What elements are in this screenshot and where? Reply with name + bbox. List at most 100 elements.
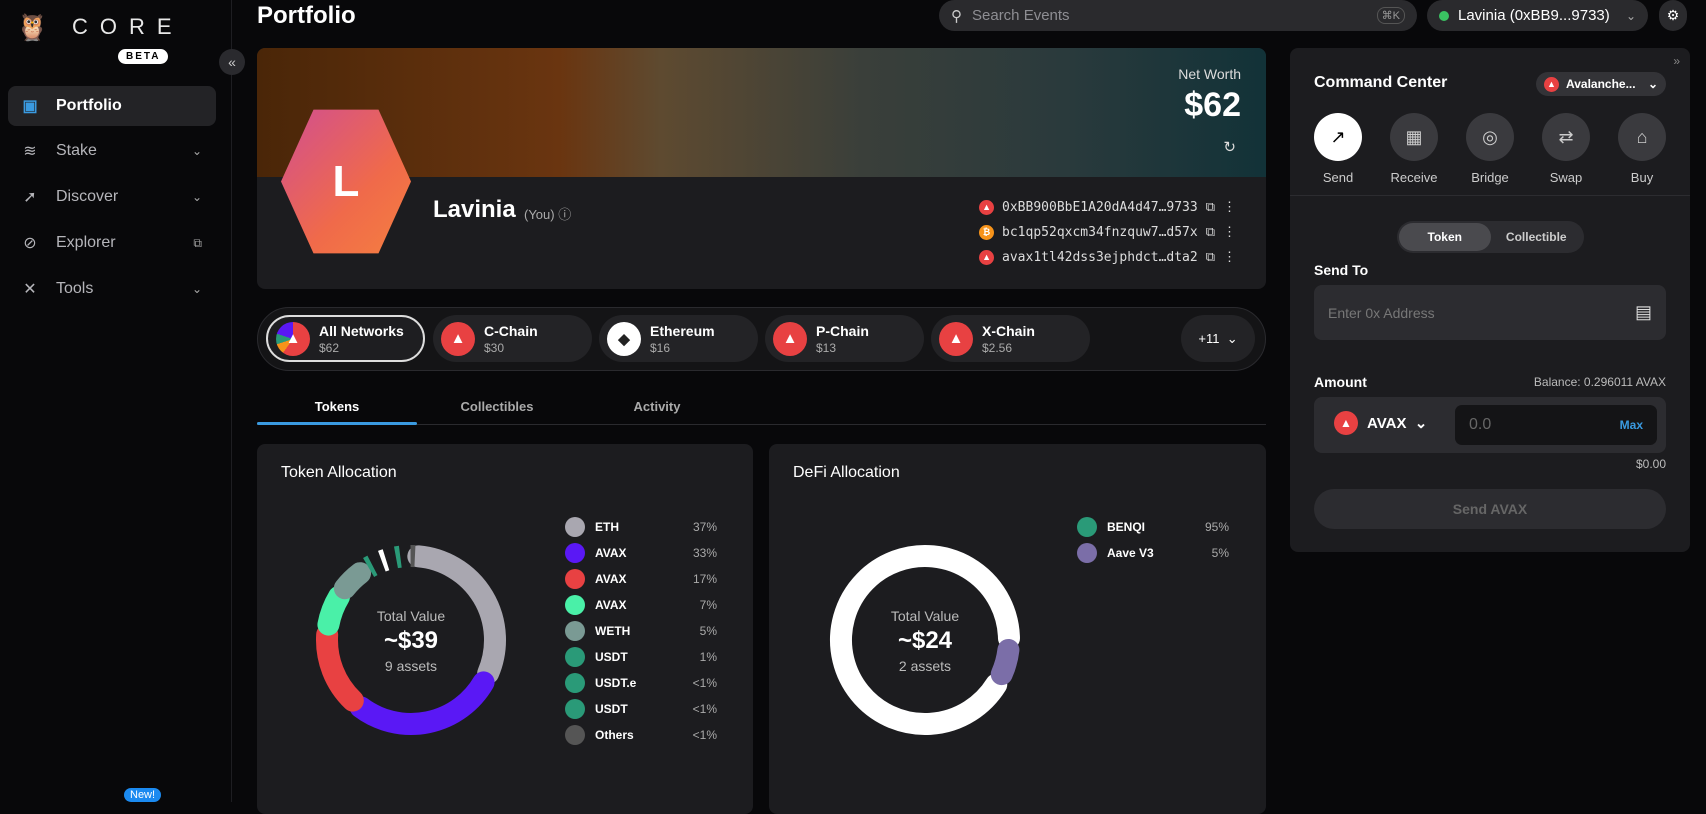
more-networks-button[interactable]: +11 ⌄ (1181, 315, 1255, 362)
token-icon (565, 543, 585, 563)
address-row: ▲avax1tl42dss3ejphdct…dta2⧉⋮ (979, 250, 1236, 265)
account-label: Lavinia (0xBB9...9733) (1458, 7, 1610, 24)
sidebar-item-tools[interactable]: ✕Tools⌄ (8, 269, 216, 309)
net-worth-label: Net Worth (1178, 66, 1241, 82)
legend-label: WETH (595, 624, 630, 638)
external-link-icon: ⧉ (193, 236, 202, 251)
amount-input[interactable]: 0.0 Max (1455, 405, 1657, 445)
tab-collectibles[interactable]: Collectibles (417, 399, 577, 414)
donut-segment-weth[interactable] (345, 573, 360, 588)
token-toggle[interactable]: Token (1399, 223, 1491, 251)
copy-icon[interactable]: ⧉ (1206, 250, 1215, 265)
chevron-down-icon: ⌄ (1415, 414, 1428, 432)
amount-placeholder: 0.0 (1469, 416, 1491, 434)
network-ethereum[interactable]: ◆Ethereum$16 (599, 315, 758, 362)
legend-percent: <1% (693, 728, 717, 742)
buy-action[interactable]: ⌂Buy (1612, 113, 1672, 185)
refresh-icon[interactable]: ↻ (1223, 138, 1236, 156)
chevron-down-icon: ⌄ (1648, 77, 1658, 91)
copy-icon[interactable]: ⧉ (1206, 200, 1215, 215)
sidebar-item-stake[interactable]: ≋Stake⌄ (8, 131, 216, 171)
tab-tokens[interactable]: Tokens (257, 399, 417, 414)
network-value: $16 (650, 341, 715, 355)
x-chain-icon: ▲ (939, 322, 973, 356)
legend-label: USDT (595, 702, 628, 716)
legend-item: USDT<1% (565, 696, 717, 722)
wallet-icon: ▣ (20, 96, 40, 116)
donut-segment-usdt[interactable] (396, 557, 400, 558)
search-input[interactable]: ⚲Search Events⌘K (939, 0, 1417, 31)
center-label: Total Value (331, 608, 491, 624)
account-selector[interactable]: Lavinia (0xBB9...9733)⌄ (1427, 0, 1648, 31)
sidebar-item-discover[interactable]: ➚Discover⌄ (8, 177, 216, 217)
receive-action[interactable]: ▦Receive (1384, 113, 1444, 185)
sidebar-item-portfolio[interactable]: ▣ Portfolio (8, 86, 216, 126)
send-button[interactable]: Send AVAX (1314, 489, 1666, 529)
qr-code-icon: ▦ (1390, 113, 1438, 161)
expand-panel-icon[interactable]: » (1673, 54, 1680, 68)
legend-percent: <1% (693, 676, 717, 690)
command-center-panel: » Command Center ▲Avalanche...⌄ ↗Send ▦R… (1290, 48, 1690, 552)
swap-icon: ⇄ (1542, 113, 1590, 161)
network-name: X-Chain (982, 323, 1035, 339)
more-icon[interactable]: ⋮ (1223, 200, 1236, 215)
network-dropdown[interactable]: ▲Avalanche...⌄ (1536, 72, 1666, 96)
sidebar: 🦉 CORE BETA ▣Portfolio ≋Stake⌄ ➚Discover… (0, 0, 232, 802)
network-all[interactable]: ▲All Networks$62 (266, 315, 425, 362)
action-label: Swap (1536, 170, 1596, 185)
donut-segment-avax[interactable] (361, 682, 484, 724)
network-x-chain[interactable]: ▲ X-Chain $2.56 (931, 315, 1090, 362)
address-book-icon[interactable]: ▤ (1635, 302, 1652, 323)
more-icon[interactable]: ⋮ (1223, 250, 1236, 265)
copy-icon[interactable]: ⧉ (1206, 225, 1215, 240)
send-action[interactable]: ↗Send (1308, 113, 1368, 185)
network-value: $2.56 (982, 341, 1035, 355)
network-c-chain[interactable]: ▲C-Chain$30 (433, 315, 592, 362)
token-selector[interactable]: ▲AVAX ⌄ (1334, 411, 1427, 435)
network-name: P-Chain (816, 323, 869, 339)
collectible-toggle[interactable]: Collectible (1491, 223, 1583, 251)
network-name: All Networks (319, 323, 404, 339)
token-icon (565, 621, 585, 641)
avalanche-icon: ▲ (1544, 77, 1559, 92)
network-p-chain[interactable]: ▲P-Chain$13 (765, 315, 924, 362)
token-icon (565, 517, 585, 537)
tab-activity[interactable]: Activity (577, 399, 737, 414)
swap-action[interactable]: ⇄ Swap (1536, 113, 1596, 185)
action-label: Bridge (1460, 170, 1520, 185)
logo-text: CORE (72, 14, 184, 40)
address-input[interactable]: Enter 0x Address▤ (1314, 285, 1666, 340)
network-name: C-Chain (484, 323, 538, 339)
collapse-sidebar-button[interactable]: « (219, 49, 245, 75)
all-networks-icon: ▲ (276, 322, 310, 356)
new-badge: New! (124, 788, 161, 802)
legend-label: BENQI (1107, 520, 1145, 534)
legend-label: AVAX (595, 598, 627, 612)
tab-underline (257, 422, 417, 425)
max-button[interactable]: Max (1620, 418, 1643, 432)
address: 0xBB900BbE1A20dA4d47…9733 (1002, 200, 1198, 215)
settings-button[interactable]: ⚙ (1659, 0, 1687, 31)
bridge-action[interactable]: ◎Bridge (1460, 113, 1520, 185)
sidebar-item-explorer[interactable]: ⊘Explorer⧉ (8, 223, 216, 263)
sidebar-item-label: Tools (56, 280, 93, 298)
token-icon (565, 569, 585, 589)
token-icon (565, 699, 585, 719)
you-label: (You) ⓘ (524, 204, 571, 223)
info-icon[interactable]: ⓘ (558, 207, 571, 222)
beta-badge: BETA (118, 49, 168, 64)
donut-segment-usdt[interactable] (369, 565, 373, 567)
rocket-icon: ➚ (20, 187, 40, 207)
more-count: +11 (1198, 331, 1219, 346)
sidebar-item-label: Portfolio (56, 97, 122, 115)
donut-segment-usdt-e[interactable] (382, 560, 386, 561)
amount-row: ▲AVAX ⌄ 0.0 Max (1314, 397, 1666, 453)
network-name: Ethereum (650, 323, 715, 339)
more-icon[interactable]: ⋮ (1223, 225, 1236, 240)
